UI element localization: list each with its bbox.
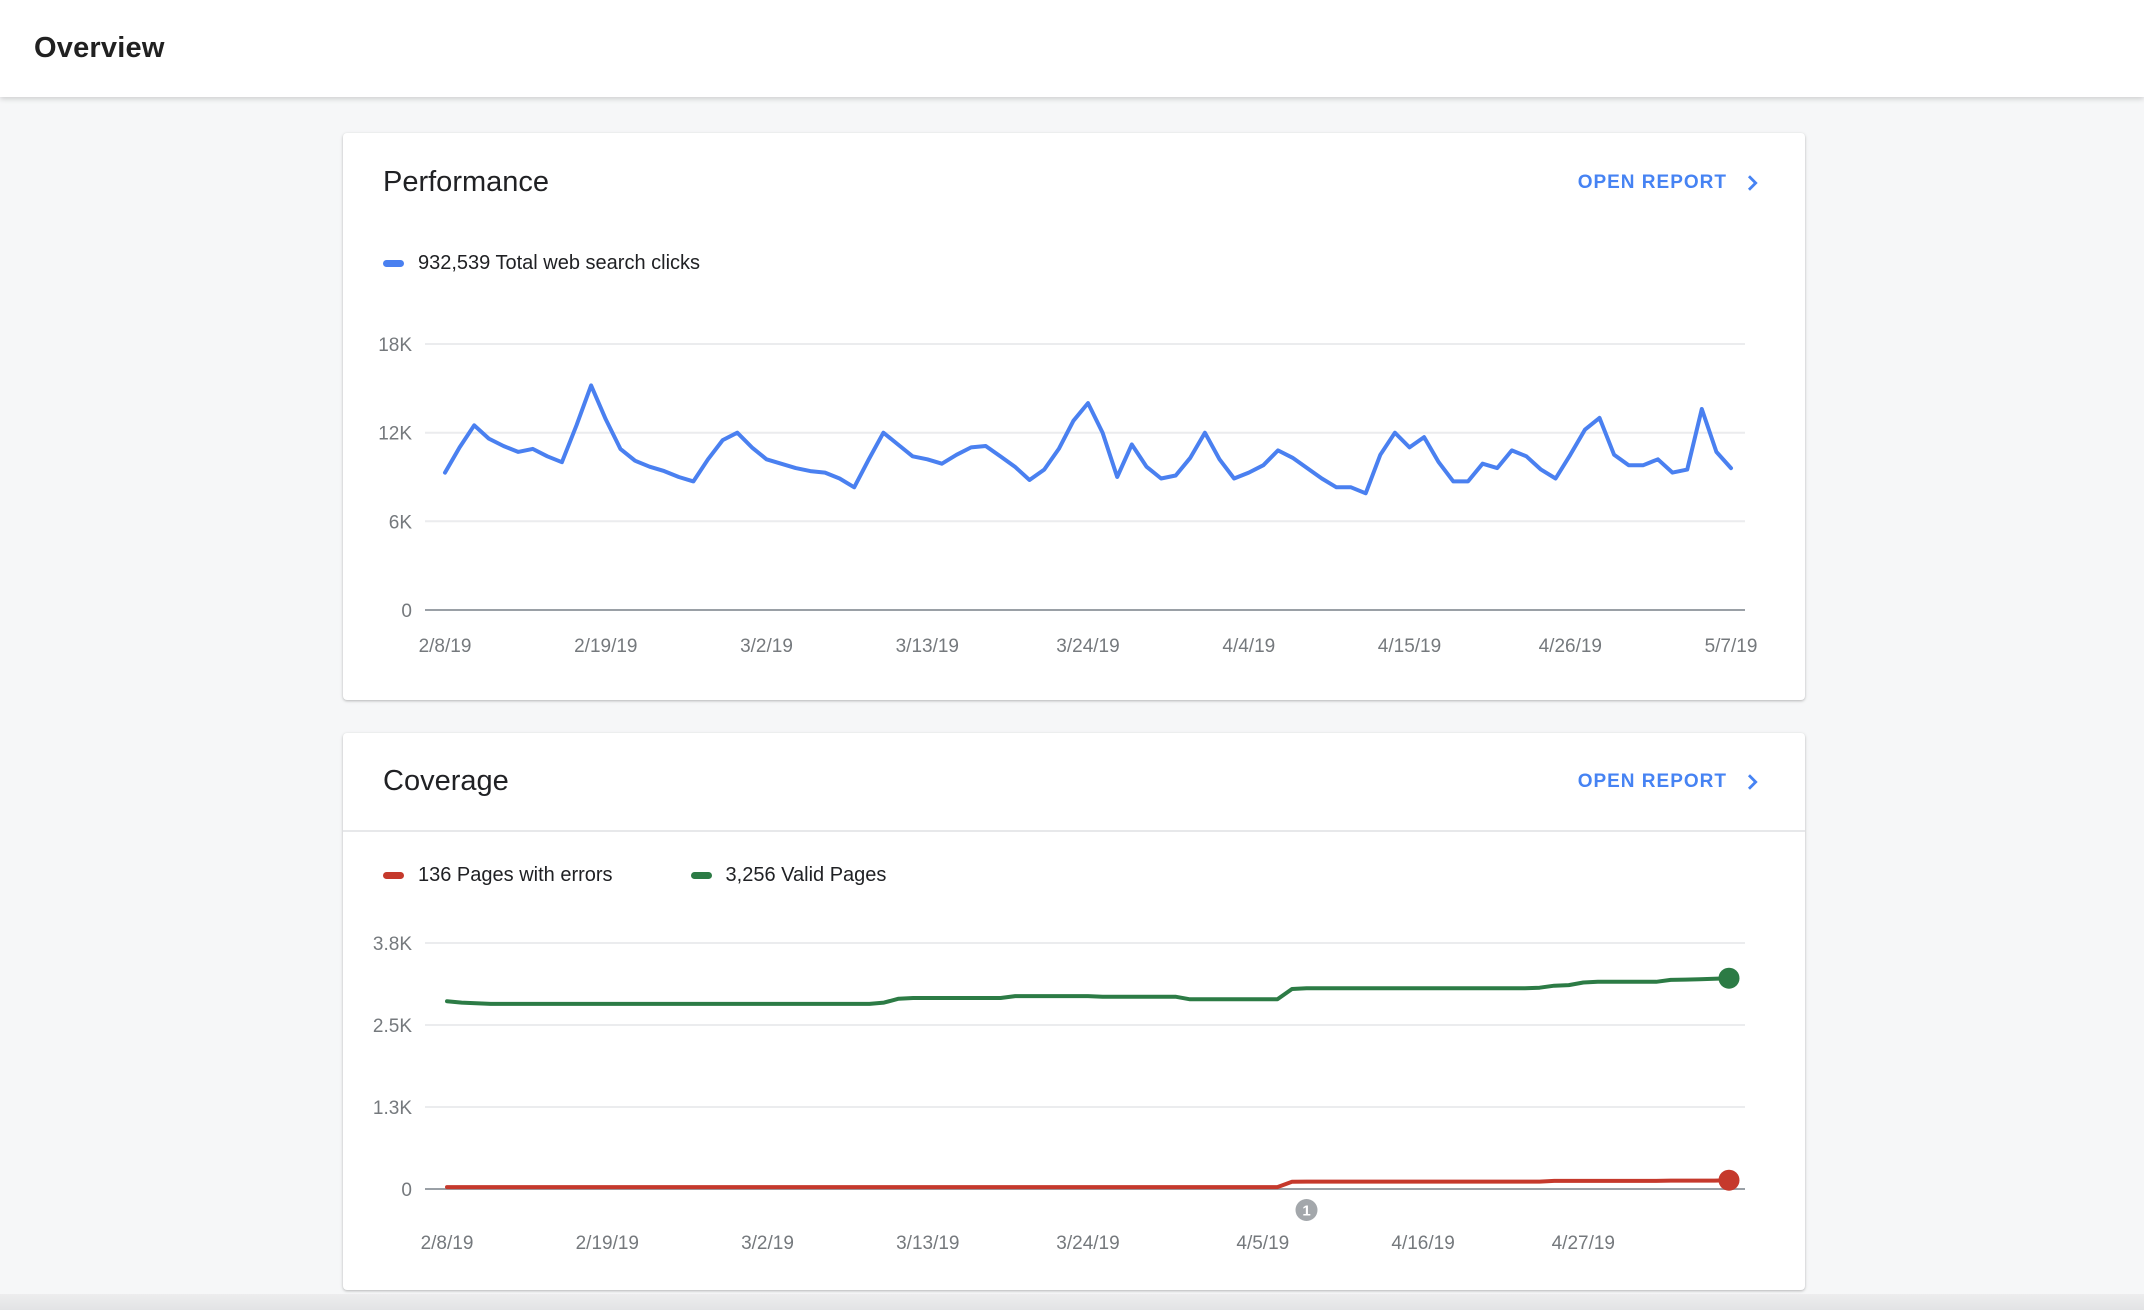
svg-text:4/16/19: 4/16/19	[1391, 1233, 1454, 1254]
svg-text:2.5K: 2.5K	[373, 1016, 412, 1037]
svg-text:1: 1	[1302, 1203, 1310, 1220]
svg-text:4/15/19: 4/15/19	[1378, 636, 1441, 657]
main-content: Performance OPEN REPORT 932,539 Total we…	[343, 133, 1805, 1290]
svg-text:3/2/19: 3/2/19	[740, 636, 793, 657]
legend-item-total-clicks: 932,539 Total web search clicks	[383, 252, 700, 275]
svg-text:0: 0	[401, 601, 412, 622]
coverage-card-header: Coverage OPEN REPORT	[343, 733, 1805, 832]
performance-chart: 0 6K 12K 18K 2/8/19 2/19/19 3/2/19 3/13/19 3/24/…	[378, 335, 1758, 657]
svg-text:3/2/19: 3/2/19	[741, 1233, 794, 1254]
svg-text:12K: 12K	[378, 424, 412, 445]
topbar: Overview	[0, 0, 2144, 97]
svg-text:3/13/19: 3/13/19	[896, 1233, 959, 1254]
svg-text:3/13/19: 3/13/19	[896, 636, 959, 657]
performance-open-report-link[interactable]: OPEN REPORT	[1578, 170, 1765, 196]
svg-text:2/8/19: 2/8/19	[421, 1233, 474, 1254]
svg-text:5/7/19: 5/7/19	[1705, 636, 1758, 657]
performance-card-header: Performance OPEN REPORT	[343, 133, 1805, 232]
svg-text:3/24/19: 3/24/19	[1056, 636, 1119, 657]
svg-text:4/5/19: 4/5/19	[1236, 1233, 1289, 1254]
page-bottom-edge	[0, 1294, 2144, 1310]
legend-label: 136 Pages with errors	[418, 864, 613, 886]
performance-card-title: Performance	[383, 166, 550, 198]
coverage-card-title: Coverage	[383, 765, 509, 797]
svg-text:2/8/19: 2/8/19	[419, 636, 472, 657]
chevron-right-icon	[1747, 174, 1758, 191]
legend-item-valid-pages: 3,256 Valid Pages	[690, 864, 887, 887]
legend-label: 3,256 Valid Pages	[725, 864, 887, 886]
open-report-label: OPEN REPORT	[1577, 171, 1727, 193]
legend-label: 932,539 Total web search clicks	[418, 252, 701, 274]
svg-text:18K: 18K	[378, 335, 412, 356]
coverage-card: Coverage OPEN REPORT 136 Pages with erro…	[343, 733, 1805, 1290]
coverage-chart: 0 1.3K 2.5K 3.8K 2/8/19 2/19/19 3/2/19 3/13/19 3…	[373, 934, 1745, 1254]
svg-text:1.3K: 1.3K	[373, 1098, 412, 1119]
coverage-legend: 136 Pages with errors 3,256 Valid Pages	[383, 864, 886, 887]
svg-text:2/19/19: 2/19/19	[574, 636, 637, 657]
svg-text:4/27/19: 4/27/19	[1552, 1233, 1615, 1254]
red-dash-icon	[383, 872, 404, 879]
svg-text:4/26/19: 4/26/19	[1539, 636, 1602, 657]
open-report-label: OPEN REPORT	[1577, 770, 1727, 792]
svg-text:0: 0	[401, 1180, 412, 1201]
blue-dash-icon	[383, 260, 404, 267]
svg-text:3/24/19: 3/24/19	[1056, 1233, 1119, 1254]
page-title: Overview	[34, 32, 165, 64]
performance-card: Performance OPEN REPORT 932,539 Total we…	[343, 133, 1805, 700]
svg-text:4/4/19: 4/4/19	[1222, 636, 1275, 657]
chevron-right-icon	[1747, 773, 1758, 790]
legend-item-pages-with-errors: 136 Pages with errors	[383, 864, 613, 887]
performance-legend: 932,539 Total web search clicks	[383, 252, 700, 275]
green-dash-icon	[690, 872, 712, 879]
svg-text:2/19/19: 2/19/19	[576, 1233, 639, 1254]
svg-text:3.8K: 3.8K	[373, 934, 412, 955]
coverage-open-report-link[interactable]: OPEN REPORT	[1578, 769, 1765, 795]
svg-text:6K: 6K	[389, 512, 413, 533]
